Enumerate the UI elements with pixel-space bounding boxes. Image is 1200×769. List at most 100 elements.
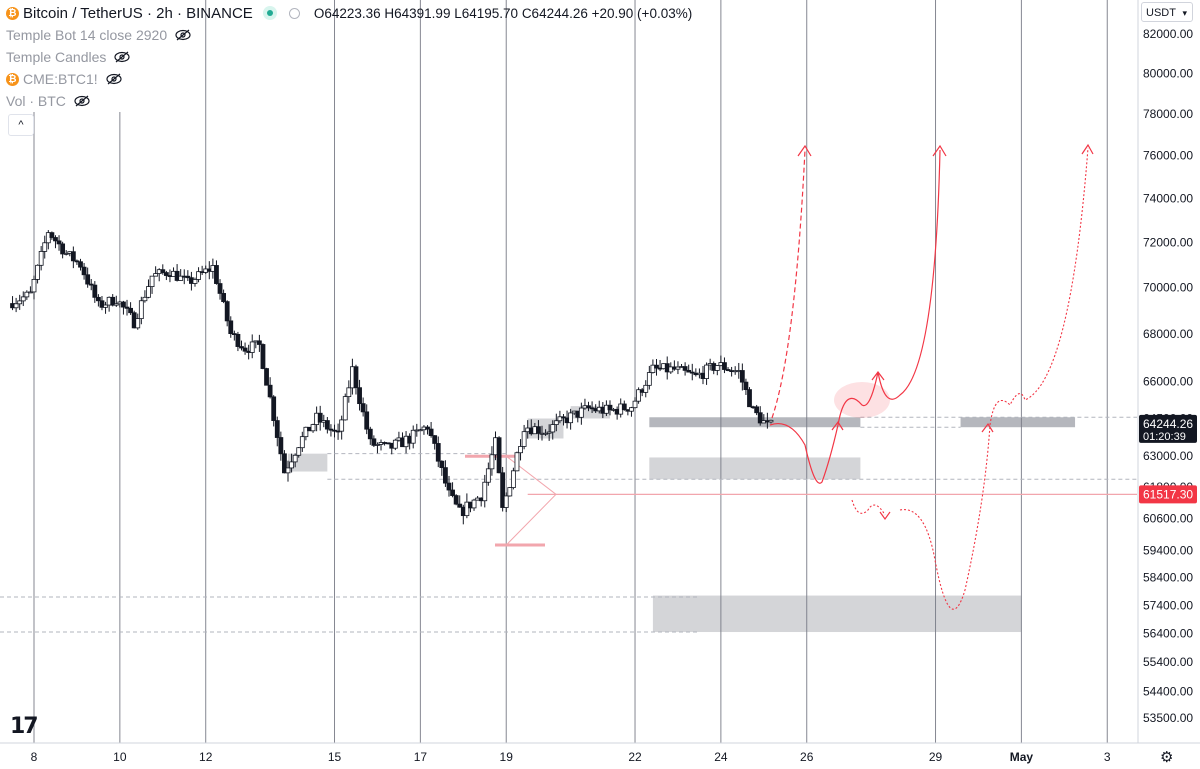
candle-body xyxy=(514,452,520,472)
vertical-grid xyxy=(0,0,1108,743)
indicator-label[interactable]: Temple Bot 14 close 2920 xyxy=(6,27,168,43)
candle-body xyxy=(646,372,652,386)
indicator-label[interactable]: CME:BTC1! xyxy=(23,71,98,87)
candle-body xyxy=(557,416,563,422)
low-value: L64195.70 xyxy=(454,5,519,21)
candle-body xyxy=(432,435,438,444)
candle-body xyxy=(654,364,659,369)
candle-body xyxy=(725,369,731,371)
candle-body xyxy=(196,271,201,280)
candle-body xyxy=(78,261,83,268)
candle-body xyxy=(546,431,552,434)
candle-body xyxy=(63,252,69,255)
time-axis[interactable]: 8 10 12 15 17 19 22 24 26 29 May 3 xyxy=(0,742,1200,769)
candle-body xyxy=(17,300,23,305)
market-status-icon[interactable] xyxy=(262,6,277,20)
candle-body xyxy=(743,381,749,391)
candle-body xyxy=(357,387,362,405)
candle-body xyxy=(178,275,184,281)
candle-body xyxy=(675,366,681,370)
currency-selector[interactable]: USDT ▾ xyxy=(1141,2,1193,22)
price-tick-label: 58400.00 xyxy=(1143,571,1193,585)
candle-body xyxy=(629,407,634,412)
candle-body xyxy=(221,293,227,303)
time-axis-bg xyxy=(0,743,1138,769)
candle-body xyxy=(282,453,287,474)
time-tick-label: 10 xyxy=(113,750,127,764)
candle-body xyxy=(643,384,649,393)
candle-body xyxy=(621,403,627,411)
time-tick-label: 24 xyxy=(714,750,728,764)
indicator-label[interactable]: Vol · BTC xyxy=(6,93,66,109)
time-tick-label: 3 xyxy=(1104,750,1111,764)
candle-body xyxy=(135,318,141,329)
indicator-row[interactable]: Temple Bot 14 close 2920 xyxy=(6,24,692,46)
eye-hidden-icon[interactable] xyxy=(106,73,122,85)
eye-hidden-icon[interactable] xyxy=(74,95,90,107)
candle-body xyxy=(49,232,55,238)
candle-body xyxy=(682,366,688,371)
candle-body xyxy=(425,426,430,430)
candle-body xyxy=(292,454,298,463)
candle-body xyxy=(160,269,166,273)
candle-body xyxy=(453,495,459,505)
eye-hidden-icon[interactable] xyxy=(175,29,191,41)
price-tick-label: 57400.00 xyxy=(1143,598,1193,612)
candle-body xyxy=(28,291,33,294)
red-level-badge xyxy=(1139,485,1197,504)
open-value: O64223.36 xyxy=(313,5,381,21)
candle-body xyxy=(410,429,416,444)
projection-dotted xyxy=(851,147,1089,610)
price-tick-label: 68000.00 xyxy=(1143,327,1193,341)
data-status-icon[interactable] xyxy=(288,7,300,19)
close-value: C64244.26 xyxy=(521,5,588,21)
candle-body xyxy=(113,303,119,306)
symbol-title[interactable]: Bitcoin / TetherUS · 2h · BINANCE xyxy=(23,4,253,22)
candle-body xyxy=(371,438,377,446)
time-tick-label: 15 xyxy=(328,750,342,764)
candle-body xyxy=(543,432,548,435)
arrowhead-icon xyxy=(1081,143,1094,155)
candle-body xyxy=(31,278,37,293)
indicator-row[interactable]: ₿ CME:BTC1! xyxy=(6,68,692,90)
price-tick-label: 63000.00 xyxy=(1143,449,1193,463)
arrowhead-icon xyxy=(932,144,947,157)
indicator-row[interactable]: Temple Candles xyxy=(6,46,692,68)
price-tick-label: 72000.00 xyxy=(1143,235,1193,249)
candle-body xyxy=(303,426,309,438)
candle-body xyxy=(149,275,155,287)
tradingview-logo[interactable]: 17 xyxy=(10,714,39,739)
candle-body xyxy=(242,347,248,352)
price-tick-label: 74000.00 xyxy=(1143,191,1193,205)
candle-body xyxy=(56,240,62,245)
gear-icon[interactable]: ⚙ xyxy=(1160,749,1174,766)
candle-body xyxy=(185,275,191,279)
time-tick-label: 8 xyxy=(31,750,38,764)
demand-zone xyxy=(649,457,861,480)
price-tick-label: 54400.00 xyxy=(1143,684,1193,698)
price-tick-label: 55400.00 xyxy=(1143,655,1193,669)
collapse-legend-button[interactable]: ^ xyxy=(8,114,34,136)
candle-body xyxy=(485,468,491,483)
eye-hidden-icon[interactable] xyxy=(114,51,130,63)
indicator-label[interactable]: Temple Candles xyxy=(6,49,107,65)
arrowhead-icon xyxy=(879,511,891,521)
legend-mask xyxy=(0,0,175,112)
highlight-blob xyxy=(834,382,890,418)
candle-body xyxy=(264,368,269,386)
candle-body xyxy=(450,489,455,496)
indicator-row[interactable]: Vol · BTC xyxy=(6,90,692,112)
candle-body xyxy=(214,265,219,284)
time-tick-label: 17 xyxy=(414,750,428,764)
candle-body xyxy=(561,416,566,419)
candle-body xyxy=(754,406,760,414)
price-axis[interactable]: 82000.00 80000.00 78000.00 76000.00 74000.00… xyxy=(1137,0,1200,769)
zone-layer xyxy=(288,406,1076,633)
bitcoin-icon: ₿ xyxy=(6,6,19,20)
candle-body xyxy=(457,503,463,508)
currency-label: USDT xyxy=(1146,7,1176,19)
candle-body xyxy=(85,274,91,285)
time-tick-label: 12 xyxy=(199,750,213,764)
candle-body xyxy=(632,400,638,409)
